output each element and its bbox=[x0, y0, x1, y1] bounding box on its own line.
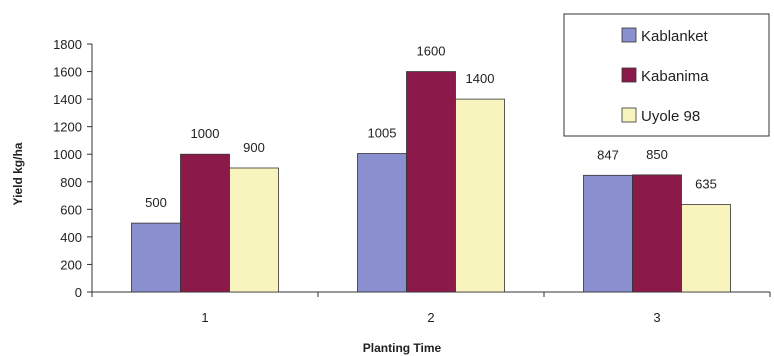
y-tick-label: 1800 bbox=[53, 37, 82, 52]
data-label: 500 bbox=[145, 195, 167, 210]
legend-swatch bbox=[621, 27, 637, 43]
x-axis: 1 2 3 bbox=[91, 291, 771, 325]
y-tick-label: 400 bbox=[60, 230, 82, 245]
legend-box bbox=[563, 13, 770, 137]
bar bbox=[583, 174, 633, 293]
bar bbox=[632, 174, 682, 293]
y-axis-title: Yield kg/ha bbox=[11, 142, 25, 205]
y-tick-label: 0 bbox=[75, 285, 82, 300]
data-label: 635 bbox=[695, 177, 717, 192]
bar bbox=[357, 153, 407, 293]
x-tick-label: 3 bbox=[653, 310, 660, 325]
x-axis-title: Planting Time bbox=[363, 341, 442, 355]
y-tick-label: 800 bbox=[60, 175, 82, 190]
data-label: 1600 bbox=[417, 44, 446, 59]
legend-swatch bbox=[621, 107, 637, 123]
data-label: 900 bbox=[243, 140, 265, 155]
data-label: 1000 bbox=[191, 126, 220, 141]
x-tick-label: 1 bbox=[201, 310, 208, 325]
legend-swatch bbox=[621, 67, 637, 83]
bar bbox=[229, 167, 279, 293]
y-axis: 0 200 400 600 800 1000 1200 1400 1600 1800 bbox=[53, 37, 93, 300]
bar bbox=[681, 204, 731, 293]
x-tick-label: 2 bbox=[427, 310, 434, 325]
data-label: 1005 bbox=[368, 126, 397, 141]
y-tick-label: 1000 bbox=[53, 147, 82, 162]
y-tick-label: 1400 bbox=[53, 92, 82, 107]
bars-group bbox=[131, 71, 731, 293]
data-label: 1400 bbox=[466, 71, 495, 86]
y-tick-label: 200 bbox=[60, 257, 82, 272]
legend-label: Kablanket bbox=[641, 28, 709, 45]
bar bbox=[406, 71, 456, 293]
legend: Kablanket Kabanima Uyole 98 bbox=[563, 13, 770, 137]
legend-label: Uyole 98 bbox=[641, 108, 700, 125]
data-label: 850 bbox=[646, 147, 668, 162]
data-label: 847 bbox=[597, 147, 619, 162]
y-tick-label: 1600 bbox=[53, 65, 82, 80]
bar bbox=[455, 98, 505, 293]
bar bbox=[131, 222, 181, 293]
y-tick-label: 600 bbox=[60, 202, 82, 217]
legend-label: Kabanima bbox=[641, 68, 709, 85]
bar bbox=[180, 153, 230, 293]
y-tick-label: 1200 bbox=[53, 120, 82, 135]
data-labels-group: 500 1000 900 1005 1600 1400 847 850 635 bbox=[145, 44, 717, 211]
